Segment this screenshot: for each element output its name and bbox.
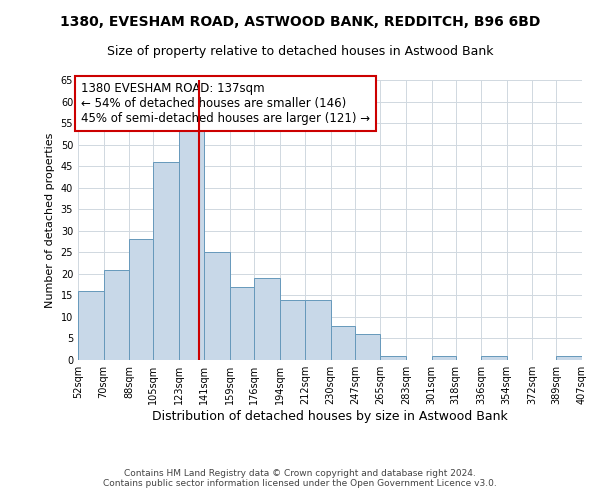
Bar xyxy=(104,270,129,360)
Bar xyxy=(355,334,380,360)
Bar xyxy=(431,356,455,360)
X-axis label: Distribution of detached houses by size in Astwood Bank: Distribution of detached houses by size … xyxy=(152,410,508,423)
Bar xyxy=(380,356,406,360)
Bar xyxy=(179,128,205,360)
Text: Contains public sector information licensed under the Open Government Licence v3: Contains public sector information licen… xyxy=(103,478,497,488)
Bar xyxy=(153,162,179,360)
Bar xyxy=(481,356,507,360)
Bar xyxy=(556,356,582,360)
Bar xyxy=(280,300,305,360)
Bar xyxy=(230,287,254,360)
Bar xyxy=(331,326,355,360)
Text: 1380 EVESHAM ROAD: 137sqm
← 54% of detached houses are smaller (146)
45% of semi: 1380 EVESHAM ROAD: 137sqm ← 54% of detac… xyxy=(81,82,370,125)
Text: Size of property relative to detached houses in Astwood Bank: Size of property relative to detached ho… xyxy=(107,45,493,58)
Bar xyxy=(305,300,331,360)
Bar xyxy=(78,291,104,360)
Bar xyxy=(205,252,230,360)
Y-axis label: Number of detached properties: Number of detached properties xyxy=(45,132,55,308)
Bar xyxy=(129,240,153,360)
Bar xyxy=(254,278,280,360)
Text: 1380, EVESHAM ROAD, ASTWOOD BANK, REDDITCH, B96 6BD: 1380, EVESHAM ROAD, ASTWOOD BANK, REDDIT… xyxy=(60,15,540,29)
Text: Contains HM Land Registry data © Crown copyright and database right 2024.: Contains HM Land Registry data © Crown c… xyxy=(124,468,476,477)
